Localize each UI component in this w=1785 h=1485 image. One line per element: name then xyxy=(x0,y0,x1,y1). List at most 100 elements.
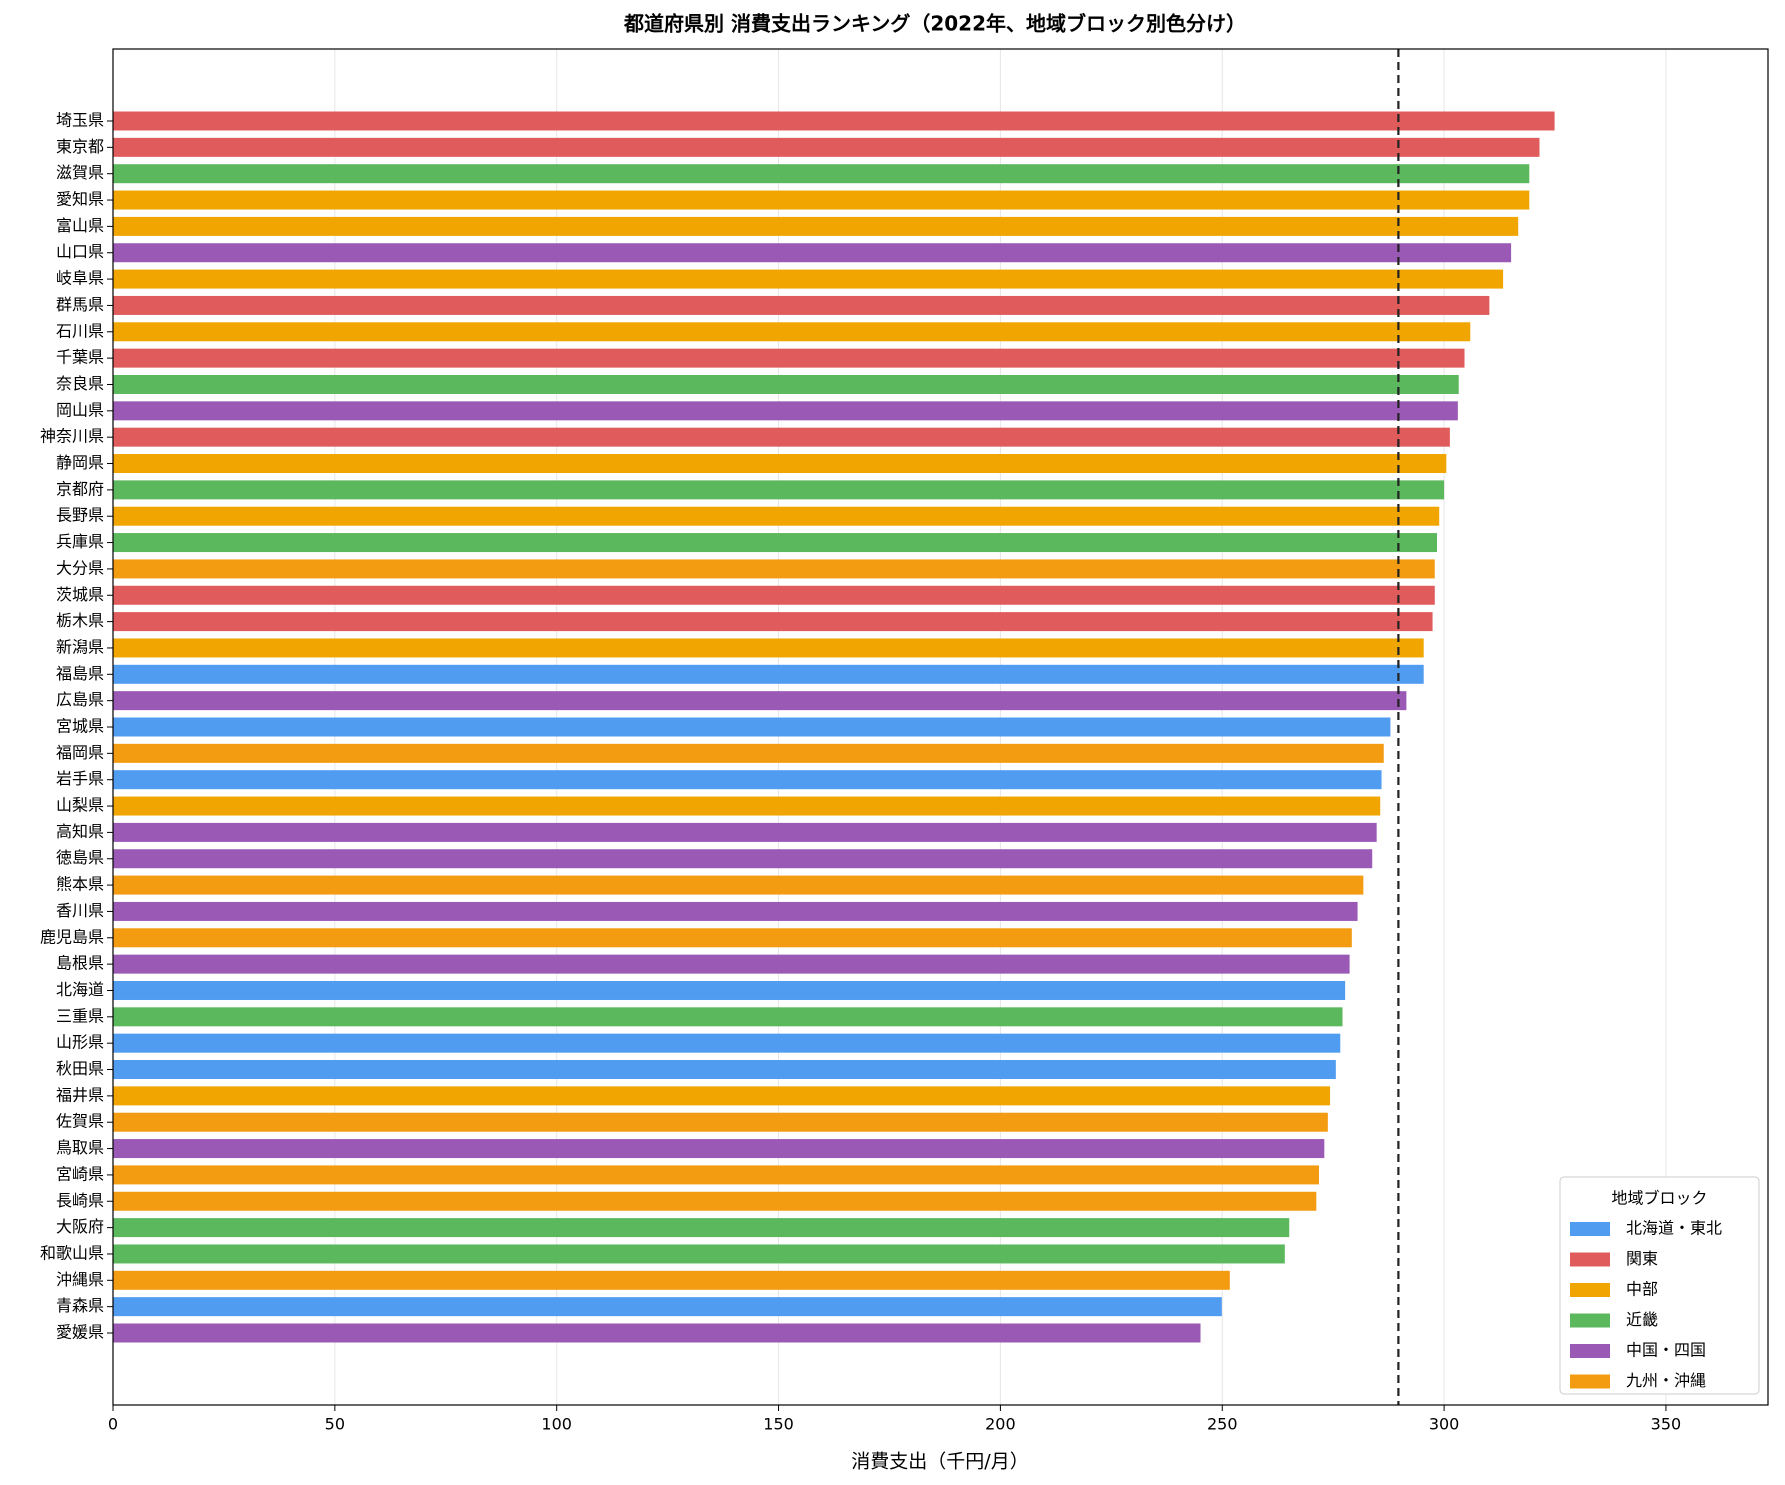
bar xyxy=(113,216,1519,236)
bar xyxy=(113,1060,1336,1080)
y-tick-label: 佐賀県 xyxy=(56,1112,104,1131)
y-tick-label: 北海道 xyxy=(56,980,104,999)
bar xyxy=(113,691,1407,711)
y-tick-label: 栃木県 xyxy=(56,611,104,630)
bar xyxy=(113,638,1424,658)
y-tick-label: 山形県 xyxy=(56,1033,104,1052)
y-tick-label: 神奈川県 xyxy=(40,427,104,446)
y-tick-label: 滋賀県 xyxy=(56,163,104,182)
y-tick-label: 茨城県 xyxy=(56,585,104,604)
y-tick-label: 福井県 xyxy=(56,1085,104,1104)
y-tick-label: 和歌山県 xyxy=(40,1243,104,1262)
bar xyxy=(113,928,1352,948)
y-tick-label: 京都府 xyxy=(56,479,104,498)
bar xyxy=(113,796,1381,816)
y-tick-label: 青森県 xyxy=(56,1296,104,1315)
bar xyxy=(113,743,1384,763)
bar xyxy=(113,374,1459,394)
bar xyxy=(113,1007,1343,1027)
legend-swatch xyxy=(1570,1252,1610,1267)
y-tick-label: 宮崎県 xyxy=(56,1164,104,1183)
bar xyxy=(113,1297,1222,1317)
bar xyxy=(113,506,1440,526)
y-tick-label: 石川県 xyxy=(56,321,104,340)
x-tick-label: 100 xyxy=(541,1415,572,1434)
y-tick-label: 徳島県 xyxy=(56,848,104,867)
y-tick-label: 愛知県 xyxy=(56,190,104,209)
bar xyxy=(113,954,1350,974)
bar xyxy=(113,243,1512,263)
bar xyxy=(113,427,1450,447)
y-tick-label: 岩手県 xyxy=(56,769,104,788)
x-tick-label: 350 xyxy=(1651,1415,1682,1434)
y-tick-label: 島根県 xyxy=(56,954,104,973)
y-tick-label: 長野県 xyxy=(56,506,104,525)
y-tick-label: 大阪府 xyxy=(56,1217,104,1236)
y-tick-label: 山口県 xyxy=(56,242,104,261)
bar xyxy=(113,612,1433,632)
bar xyxy=(113,770,1382,790)
x-tick-label: 300 xyxy=(1429,1415,1460,1434)
y-tick-label: 鹿児島県 xyxy=(40,927,104,946)
legend-swatch xyxy=(1570,1222,1610,1236)
bar xyxy=(113,295,1490,315)
bar xyxy=(113,1270,1230,1290)
bar xyxy=(113,1033,1341,1053)
y-tick-label: 兵庫県 xyxy=(56,532,104,551)
legend-label: 近畿 xyxy=(1626,1310,1658,1329)
y-tick-label: 三重県 xyxy=(56,1006,104,1025)
y-tick-label: 静岡県 xyxy=(56,453,104,472)
bar xyxy=(113,190,1530,210)
bar xyxy=(113,849,1373,869)
legend-swatch xyxy=(1570,1313,1610,1328)
bar xyxy=(113,1139,1325,1159)
bar xyxy=(113,1165,1319,1185)
bar xyxy=(113,822,1377,842)
bar xyxy=(113,533,1437,553)
bar xyxy=(113,348,1465,368)
chart-title: 都道府県別 消費支出ランキング（2022年、地域ブロック別色分け） xyxy=(623,12,1246,36)
bar xyxy=(113,1244,1285,1264)
legend-label: 中部 xyxy=(1626,1280,1658,1299)
bar xyxy=(113,980,1346,1000)
legend-swatch xyxy=(1570,1344,1610,1358)
y-tick-label: 秋田県 xyxy=(56,1059,104,1078)
y-tick-label: 広島県 xyxy=(56,690,104,709)
bar xyxy=(113,1218,1290,1238)
y-tick-label: 福岡県 xyxy=(56,743,104,762)
bar xyxy=(113,454,1447,474)
legend-label: 九州・沖縄 xyxy=(1626,1371,1706,1390)
bar xyxy=(113,1086,1331,1106)
y-tick-label: 埼玉県 xyxy=(56,111,104,130)
bar xyxy=(113,1323,1201,1343)
y-tick-label: 宮城県 xyxy=(56,717,104,736)
x-tick-label: 50 xyxy=(325,1415,345,1434)
bar xyxy=(113,401,1458,421)
y-tick-label: 長崎県 xyxy=(56,1191,104,1210)
bar xyxy=(113,559,1435,579)
y-tick-label: 岐阜県 xyxy=(56,269,104,288)
bar xyxy=(113,480,1445,500)
bar xyxy=(113,717,1391,737)
y-tick-label: 大分県 xyxy=(56,558,104,577)
bar xyxy=(113,1112,1328,1132)
y-tick-label: 群馬県 xyxy=(56,295,104,314)
legend-swatch xyxy=(1570,1374,1610,1389)
bar xyxy=(113,137,1540,157)
x-axis-label: 消費支出（千円/月） xyxy=(851,1451,1028,1473)
y-tick-label: 沖縄県 xyxy=(56,1270,104,1289)
x-tick-label: 0 xyxy=(108,1415,118,1434)
y-tick-label: 奈良県 xyxy=(56,374,104,393)
legend-label: 中国・四国 xyxy=(1626,1341,1706,1360)
x-tick-label: 150 xyxy=(763,1415,794,1434)
bar xyxy=(113,875,1364,895)
bar xyxy=(113,585,1435,605)
bar xyxy=(113,322,1471,342)
y-tick-label: 岡山県 xyxy=(56,400,104,419)
bar xyxy=(113,901,1358,921)
x-tick-label: 250 xyxy=(1207,1415,1238,1434)
legend-label: 北海道・東北 xyxy=(1626,1219,1722,1238)
y-tick-label: 富山県 xyxy=(56,216,104,235)
bar xyxy=(113,664,1424,684)
